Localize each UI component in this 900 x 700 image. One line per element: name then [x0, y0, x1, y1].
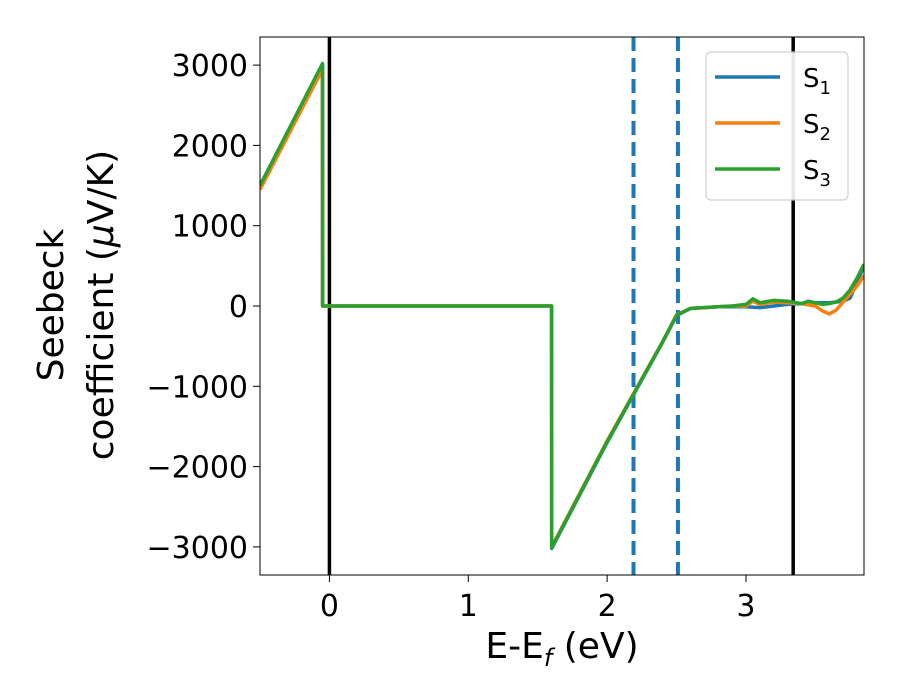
y-tick-label: −2000	[147, 451, 248, 486]
series-line-3	[260, 61, 864, 550]
x-tick-label: 0	[320, 589, 339, 624]
x-tick-label: 2	[598, 589, 617, 624]
x-tick-label: 3	[736, 589, 755, 624]
y-tick-label: −3000	[147, 531, 248, 566]
legend-label-2: S2	[803, 110, 831, 145]
y-tick-label: 0	[229, 290, 248, 325]
legend-label-1: S1	[803, 64, 831, 99]
legend: S1 S2 S3	[705, 51, 849, 201]
plot-frame	[259, 36, 865, 576]
x-axis-ticks: 0 1 2 3	[320, 575, 756, 624]
y-axis-label-line1: Seebeck	[31, 228, 72, 381]
y-tick-label: 1000	[172, 210, 248, 245]
y-axis-label-line2: coefficient (μV/K)	[81, 150, 122, 460]
legend-label-3: S3	[803, 156, 831, 191]
y-tick-label: 3000	[172, 49, 248, 84]
series-layer	[260, 61, 864, 551]
legend-box	[705, 51, 849, 201]
x-tick-label: 1	[459, 589, 478, 624]
y-tick-label: 2000	[172, 129, 248, 164]
x-axis-label: E-Ef (eV)	[485, 626, 638, 672]
y-axis-ticks: 3000 2000 1000 0 −1000 −2000 −3000	[147, 49, 260, 566]
y-tick-label: −1000	[147, 370, 248, 405]
